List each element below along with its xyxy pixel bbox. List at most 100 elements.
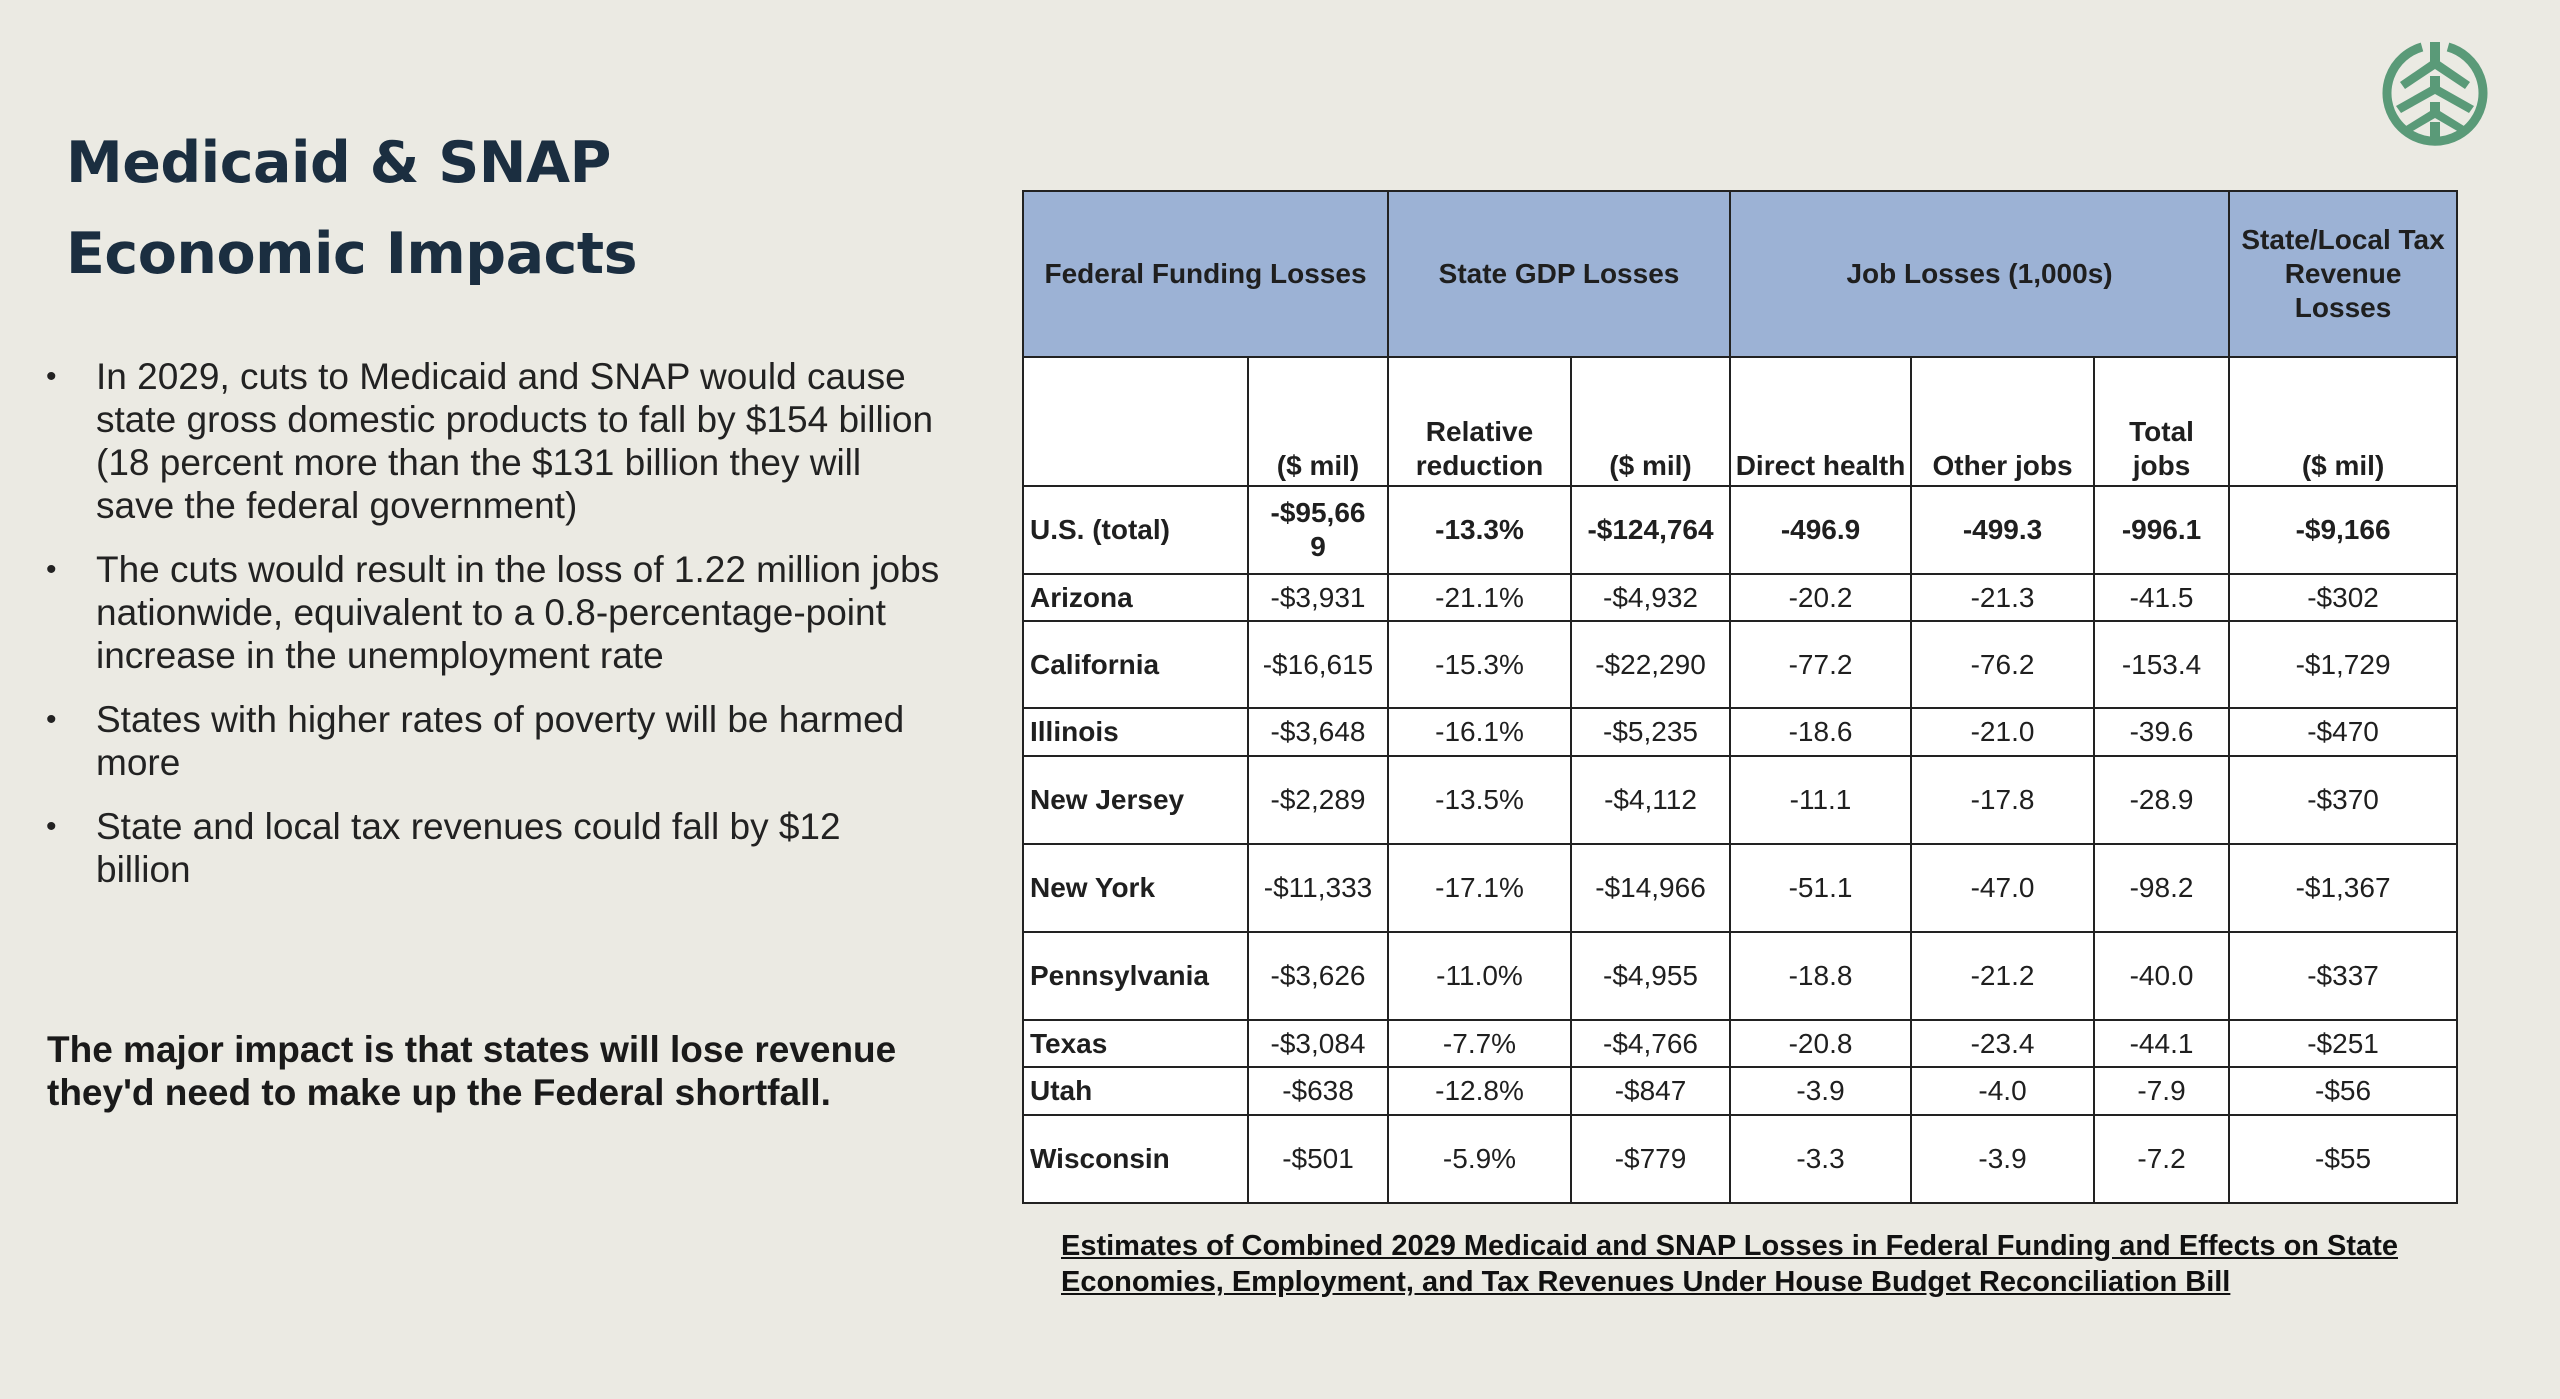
cell-direct-health: -18.8 — [1729, 931, 1913, 1021]
cell-direct-health: -11.1 — [1729, 755, 1913, 845]
table-row: Texas -$3,084 -7.7% -$4,766 -20.8 -23.4 -44.1-… — [1022, 1019, 2459, 1068]
cell-relative-reduction: -15.3% — [1387, 620, 1572, 709]
slide-title-line-2: Economic Impacts — [66, 221, 638, 287]
cell-other-jobs: -17.8 — [1910, 755, 2096, 845]
cell-relative-reduction: -12.8% — [1387, 1066, 1572, 1116]
cell-state: Arizona — [1022, 573, 1249, 622]
cell-total-jobs: -7.9 — [2093, 1066, 2231, 1116]
cell-tax-mil: -$302 — [2228, 573, 2459, 622]
cell-federal-mil: -$11,333 — [1247, 843, 1389, 933]
cell-total-jobs: -28.9 — [2093, 755, 2231, 845]
conclusion-text: The major impact is that states will los… — [47, 1029, 897, 1113]
cell-gdp-mil: -$5,235 — [1569, 707, 1732, 757]
table-row: California -$16,615 -15.3% -$22,290 -77.2 -76… — [1022, 620, 2459, 709]
cell-direct-health: -77.2 — [1729, 620, 1913, 709]
table-row: Illinois -$3,648 -16.1% -$5,235 -18.6 -21.0 -3… — [1022, 707, 2459, 757]
cell-relative-reduction: -13.5% — [1387, 755, 1572, 845]
cell-direct-health: -20.8 — [1729, 1019, 1913, 1068]
cell-direct-health: -3.3 — [1729, 1114, 1913, 1204]
cell-direct-health: -20.2 — [1729, 573, 1913, 622]
cell-gdp-mil: -$4,932 — [1569, 573, 1732, 622]
cell-gdp-mil: -$4,955 — [1569, 931, 1732, 1021]
cell-total-jobs: -98.2 — [2093, 843, 2231, 933]
group-header-federal-funding: Federal Funding Losses — [1022, 190, 1389, 358]
cell-other-jobs: -47.0 — [1910, 843, 2096, 933]
tree-in-circle-logo-icon — [2378, 36, 2492, 150]
cell-total-jobs: -39.6 — [2093, 707, 2231, 757]
cell-state: Illinois — [1022, 707, 1249, 757]
cell-gdp-mil: -$22,290 — [1569, 620, 1732, 709]
cell-direct-health: -3.9 — [1729, 1066, 1913, 1116]
cell-total-jobs: -7.2 — [2093, 1114, 2231, 1204]
cell-gdp-mil: -$847 — [1569, 1066, 1732, 1116]
cell-total-jobs: -996.1 — [2093, 485, 2231, 575]
impact-table: Federal Funding Losses State GDP Losses … — [1022, 190, 2459, 1204]
table-row: Utah -$638 -12.8% -$847 -3.9 -4.0 -7.9 -$56 — [1022, 1066, 2459, 1116]
cell-gdp-mil: -$779 — [1569, 1114, 1732, 1204]
cell-federal-mil: -$501 — [1247, 1114, 1389, 1204]
table-body: U.S. (total) -$95,669 -13.3% -$124,764 -496.… — [1022, 485, 2459, 1204]
cell-tax-mil: -$337 — [2228, 931, 2459, 1021]
bullet-item: • The cuts would result in the loss of 1.… — [46, 549, 940, 676]
cell-gdp-mil: -$4,112 — [1569, 755, 1732, 845]
cell-direct-health: -18.6 — [1729, 707, 1913, 757]
cell-federal-mil: -$3,084 — [1247, 1019, 1389, 1068]
sub-header-gdp-mil: ($ mil) — [1569, 356, 1732, 487]
cell-state: U.S. (total) — [1022, 485, 1249, 575]
cell-federal-mil: -$16,615 — [1247, 620, 1389, 709]
slide-title: Medicaid & SNAP Economic Impacts — [66, 118, 638, 300]
cell-relative-reduction: -21.1% — [1387, 573, 1572, 622]
cell-state: Pennsylvania — [1022, 931, 1249, 1021]
cell-total-jobs: -41.5 — [2093, 573, 2231, 622]
table-group-header-row: Federal Funding Losses State GDP Losses … — [1022, 190, 2459, 358]
group-header-state-gdp: State GDP Losses — [1386, 190, 1732, 358]
bullet-item: • In 2029, cuts to Medicaid and SNAP woul… — [46, 356, 934, 526]
cell-other-jobs: -3.9 — [1910, 1114, 2096, 1204]
cell-tax-mil: -$251 — [2228, 1019, 2459, 1068]
cell-tax-mil: -$370 — [2228, 755, 2459, 845]
cell-total-jobs: -40.0 — [2093, 931, 2231, 1021]
table-row-total: U.S. (total) -$95,669 -13.3% -$124,764 -496.… — [1022, 485, 2459, 575]
cell-federal-mil: -$3,931 — [1247, 573, 1389, 622]
cell-state: Texas — [1022, 1019, 1249, 1068]
cell-tax-mil: -$56 — [2228, 1066, 2459, 1116]
cell-other-jobs: -4.0 — [1910, 1066, 2096, 1116]
bullet-icon: • — [46, 360, 57, 393]
cell-relative-reduction: -11.0% — [1387, 931, 1572, 1021]
cell-direct-health: -496.9 — [1729, 485, 1913, 575]
cell-other-jobs: -21.0 — [1910, 707, 2096, 757]
cell-state: California — [1022, 620, 1249, 709]
sub-header-state — [1022, 356, 1249, 487]
table-caption-link[interactable]: Estimates of Combined 2029 Medicaid and … — [1061, 1230, 2398, 1298]
cell-federal-mil: -$2,289 — [1247, 755, 1389, 845]
sub-header-relative-reduction: Relative reduction — [1387, 356, 1572, 487]
cell-state: New Jersey — [1022, 755, 1249, 845]
table-row: New Jersey -$2,289 -13.5% -$4,112 -11.1 -17.8… — [1022, 755, 2459, 845]
cell-gdp-mil: -$124,764 — [1569, 485, 1732, 575]
bullet-item: • State and local tax revenues could fall… — [46, 806, 841, 890]
cell-state: Wisconsin — [1022, 1114, 1249, 1204]
cell-other-jobs: -76.2 — [1910, 620, 2096, 709]
cell-tax-mil: -$55 — [2228, 1114, 2459, 1204]
table-row: Wisconsin -$501 -5.9% -$779 -3.3 -3.9 -7.2 -$55 — [1022, 1114, 2459, 1204]
cell-gdp-mil: -$4,766 — [1569, 1019, 1732, 1068]
cell-tax-mil: -$9,166 — [2228, 485, 2459, 575]
cell-federal-mil: -$638 — [1247, 1066, 1389, 1116]
cell-federal-mil: -$3,648 — [1247, 707, 1389, 757]
cell-relative-reduction: -5.9% — [1387, 1114, 1572, 1204]
group-header-tax-revenue: State/Local Tax Revenue Losses — [2228, 190, 2459, 358]
bullet-list: • In 2029, cuts to Medicaid and SNAP woul… — [40, 355, 940, 912]
cell-tax-mil: -$470 — [2228, 707, 2459, 757]
cell-federal-mil: -$3,626 — [1247, 931, 1389, 1021]
slide-title-line-1: Medicaid & SNAP — [66, 130, 611, 196]
table-sub-header-row: ($ mil) Relative reduction ($ mil) Direc… — [1022, 356, 2459, 487]
sub-header-federal-mil: ($ mil) — [1247, 356, 1389, 487]
cell-relative-reduction: -7.7% — [1387, 1019, 1572, 1068]
sub-header-other-jobs: Other jobs — [1910, 356, 2096, 487]
cell-total-jobs: -153.4 — [2093, 620, 2231, 709]
table-row: New York -$11,333 -17.1% -$14,966 -51.1 -47.0… — [1022, 843, 2459, 933]
bullet-icon: • — [46, 810, 57, 843]
cell-gdp-mil: -$14,966 — [1569, 843, 1732, 933]
cell-total-jobs: -44.1 — [2093, 1019, 2231, 1068]
sub-header-tax-mil: ($ mil) — [2228, 356, 2459, 487]
